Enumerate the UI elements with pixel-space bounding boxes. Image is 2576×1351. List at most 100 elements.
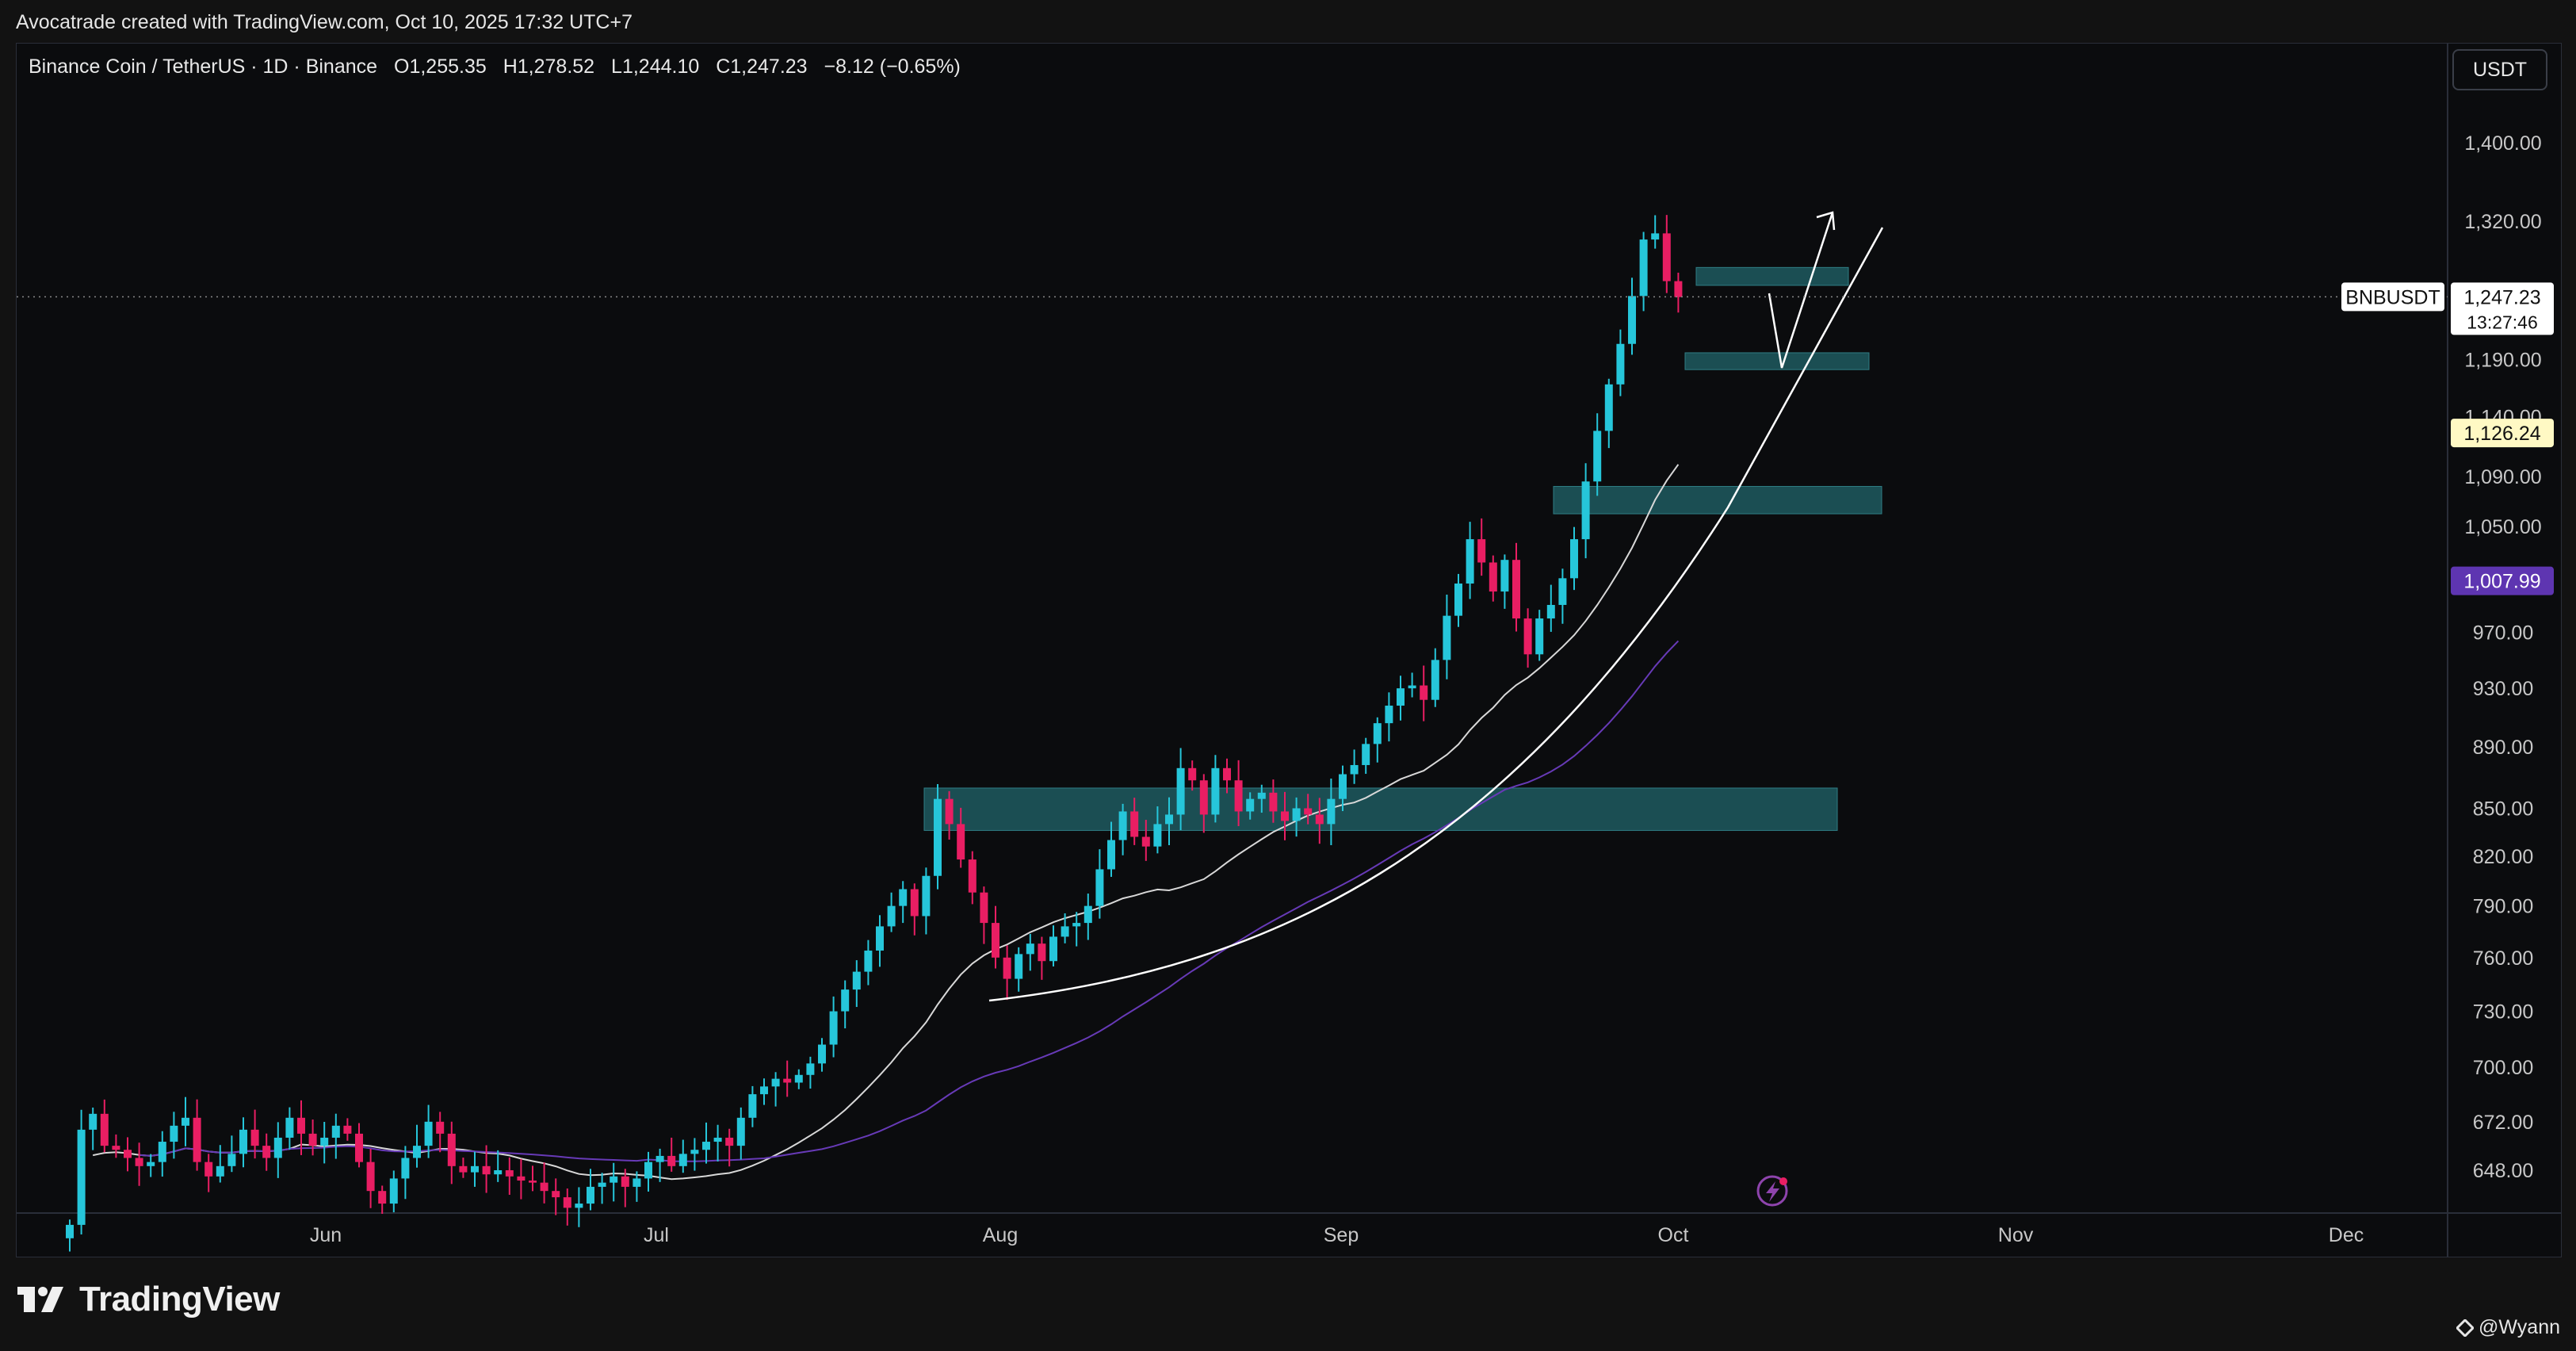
ma-fast-label: 1,126.24 bbox=[2451, 419, 2554, 448]
candle bbox=[575, 1187, 583, 1227]
candle bbox=[343, 1118, 352, 1141]
chart-frame[interactable] bbox=[16, 43, 2562, 1257]
candle bbox=[1420, 665, 1428, 721]
candle bbox=[355, 1123, 363, 1168]
lightning-event-icon[interactable] bbox=[1756, 1175, 1788, 1207]
candle bbox=[1674, 272, 1683, 313]
x-tick-label: Sep bbox=[1324, 1224, 1359, 1246]
zone-1070[interactable] bbox=[1553, 485, 1882, 515]
candle bbox=[1512, 542, 1520, 632]
candle bbox=[587, 1169, 594, 1211]
zone-1250[interactable] bbox=[1695, 266, 1849, 286]
candle bbox=[505, 1157, 514, 1196]
svg-text:1,007.99: 1,007.99 bbox=[2463, 571, 2540, 593]
y-tick-label: 730.00 bbox=[2473, 1001, 2533, 1024]
candle bbox=[1107, 821, 1115, 877]
candle bbox=[1339, 765, 1347, 812]
candle bbox=[1593, 413, 1602, 496]
x-axis: Jun Jul Aug Sep Oct Nov Dec bbox=[17, 1212, 2561, 1246]
candle bbox=[852, 960, 861, 1008]
ohlc-close: C1,247.23 bbox=[716, 55, 808, 78]
candle bbox=[170, 1112, 178, 1159]
candle bbox=[182, 1096, 189, 1146]
candle bbox=[552, 1178, 560, 1215]
bar-countdown: 13:27:46 bbox=[2467, 312, 2538, 332]
tradingview-icon bbox=[17, 1287, 63, 1312]
candle bbox=[1373, 717, 1382, 763]
candle bbox=[285, 1107, 294, 1150]
candle bbox=[366, 1149, 375, 1208]
y-tick-label: 930.00 bbox=[2473, 678, 2533, 700]
currency-button[interactable]: USDT bbox=[2452, 49, 2547, 90]
ohlc-legend: Binance Coin / TetherUS · 1D · Binance O… bbox=[29, 55, 972, 78]
x-tick-label: Jun bbox=[310, 1224, 342, 1246]
candle bbox=[1223, 758, 1231, 794]
zone-1190[interactable] bbox=[1684, 352, 1870, 370]
y-tick-label: 970.00 bbox=[2473, 622, 2533, 644]
chart-attribution: Avocatrade created with TradingView.com,… bbox=[16, 11, 633, 33]
candle bbox=[563, 1188, 571, 1226]
candle bbox=[239, 1117, 247, 1168]
candle bbox=[204, 1154, 213, 1192]
current-price-label: 1,247.23 13:27:46 bbox=[2451, 282, 2554, 335]
candle bbox=[1234, 760, 1243, 827]
candle bbox=[1304, 794, 1313, 825]
candle bbox=[922, 867, 931, 935]
candle bbox=[227, 1135, 236, 1173]
candle bbox=[459, 1158, 468, 1178]
candle bbox=[667, 1137, 676, 1172]
candles bbox=[66, 215, 1683, 1252]
candle bbox=[1246, 792, 1255, 820]
candle bbox=[690, 1138, 699, 1171]
y-tick-label: 1,320.00 bbox=[2464, 211, 2541, 233]
candle bbox=[494, 1150, 503, 1182]
candle bbox=[1095, 849, 1104, 919]
zone-850[interactable] bbox=[923, 787, 1838, 831]
y-tick-label: 820.00 bbox=[2473, 846, 2533, 868]
candle bbox=[1489, 555, 1497, 602]
candle bbox=[1153, 806, 1162, 854]
candle bbox=[1628, 277, 1636, 355]
x-tick-label: Dec bbox=[2329, 1224, 2364, 1246]
candle bbox=[771, 1072, 780, 1107]
candle bbox=[100, 1099, 109, 1153]
candle bbox=[1211, 755, 1220, 823]
candle bbox=[529, 1165, 537, 1192]
candle bbox=[1535, 610, 1544, 661]
candle bbox=[216, 1145, 224, 1183]
candle bbox=[1003, 945, 1011, 1001]
candle bbox=[760, 1078, 768, 1105]
candle bbox=[1026, 933, 1034, 971]
candle bbox=[540, 1162, 548, 1204]
symbol-price-tag: BNBUSDT bbox=[2341, 282, 2444, 312]
projected-path-arrow[interactable] bbox=[1768, 211, 1836, 369]
candle bbox=[1500, 554, 1509, 609]
diamond-icon bbox=[2456, 1318, 2475, 1337]
candle bbox=[1269, 779, 1278, 823]
y-tick-label: 672.00 bbox=[2473, 1112, 2533, 1134]
svg-text:BNBUSDT: BNBUSDT bbox=[2345, 286, 2440, 308]
candle bbox=[1397, 676, 1405, 721]
candle bbox=[482, 1145, 491, 1193]
support-zones bbox=[923, 266, 1882, 831]
candle bbox=[899, 881, 908, 924]
candle bbox=[1188, 760, 1197, 791]
candle bbox=[1546, 584, 1555, 632]
y-axis: 1,400.001,320.001,190.001,140.001,090.00… bbox=[2447, 44, 2542, 1257]
candle bbox=[273, 1122, 282, 1178]
candle bbox=[725, 1128, 734, 1167]
candle bbox=[1281, 791, 1289, 840]
candle bbox=[1061, 913, 1069, 943]
candle bbox=[193, 1099, 201, 1171]
candle bbox=[1049, 925, 1057, 966]
brand-name: TradingView bbox=[79, 1280, 280, 1318]
candle bbox=[1443, 595, 1451, 679]
candle bbox=[992, 905, 999, 969]
candle bbox=[1581, 463, 1590, 559]
candle bbox=[655, 1148, 664, 1182]
candle bbox=[829, 996, 838, 1058]
candle bbox=[1118, 803, 1127, 855]
parabolic-support-curve[interactable] bbox=[988, 227, 1884, 1002]
candle bbox=[1477, 518, 1486, 576]
